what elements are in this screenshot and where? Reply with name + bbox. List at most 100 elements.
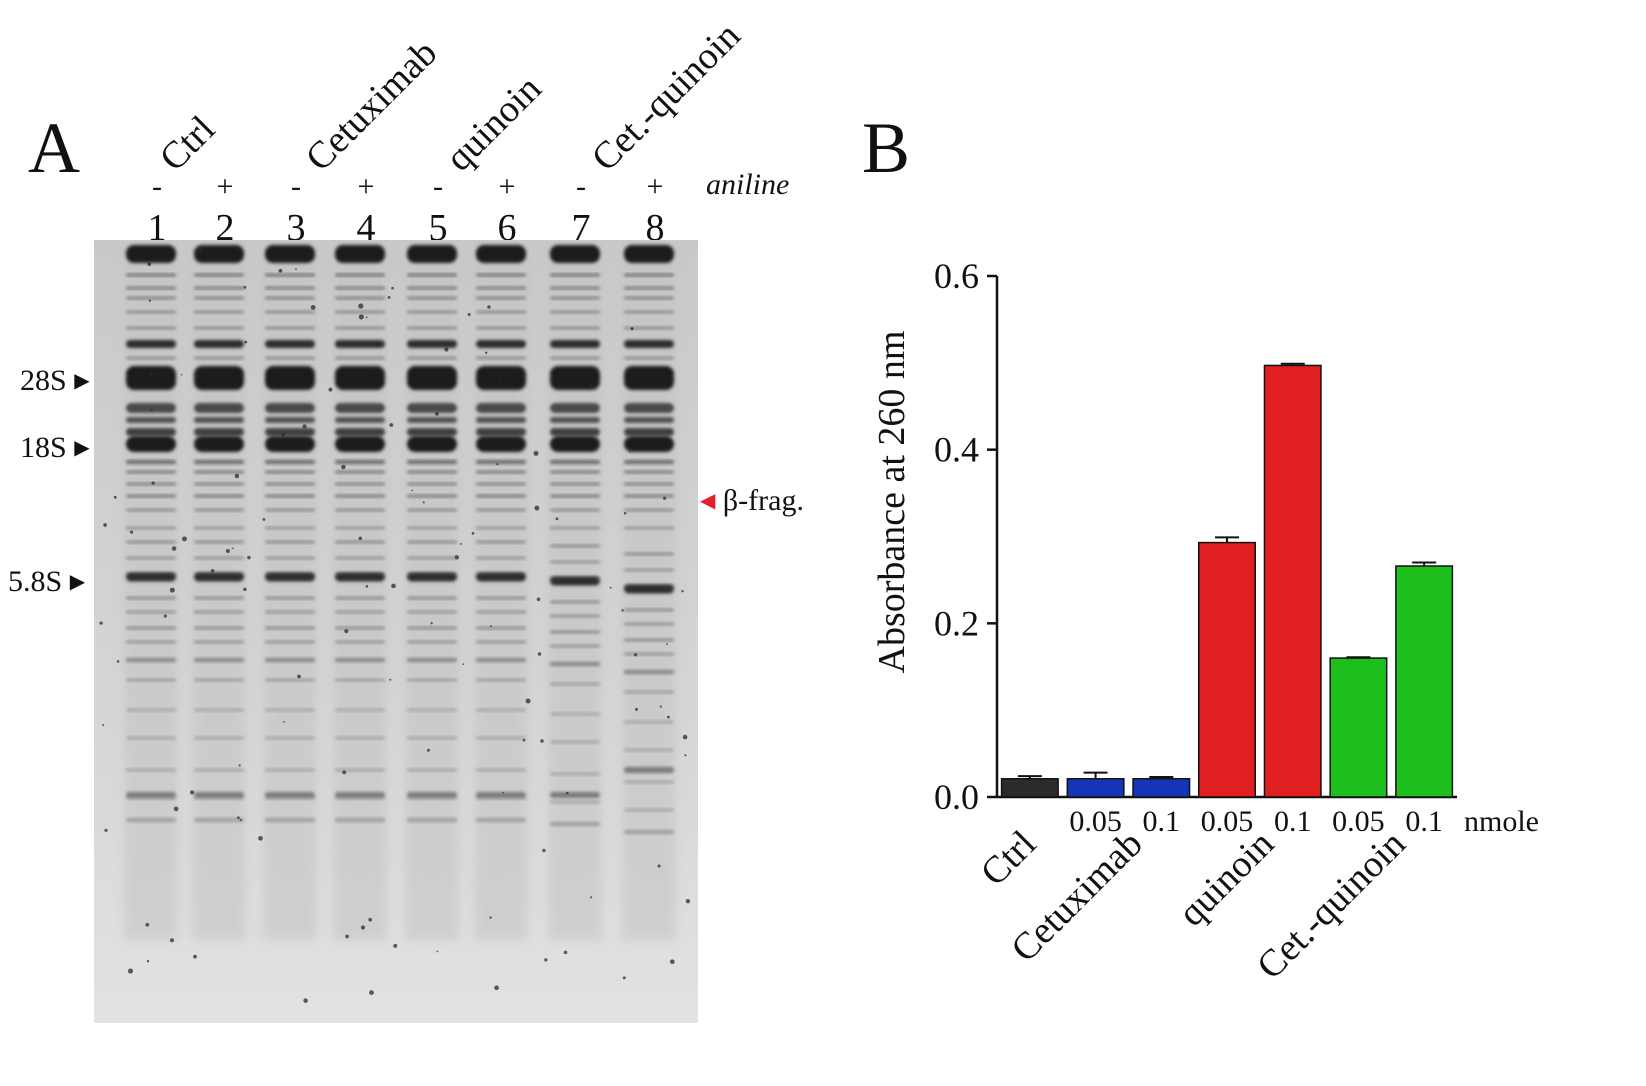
gel-band <box>624 767 674 773</box>
gel-band <box>194 626 244 630</box>
dose-label: 0.1 <box>1274 805 1312 838</box>
gel-band <box>265 640 315 644</box>
gel-band <box>476 494 526 498</box>
gel-band <box>624 622 674 626</box>
gel-band <box>624 720 674 724</box>
gel-lane-5 <box>405 240 459 940</box>
gel-band <box>265 508 315 512</box>
gel-lanes <box>124 240 676 940</box>
gel-lane-1 <box>124 240 178 940</box>
gel-band <box>335 768 385 772</box>
gel-band <box>407 436 457 452</box>
gel-band <box>550 792 600 798</box>
gel-band <box>476 296 526 300</box>
gel-speck <box>659 705 662 708</box>
panel-a-letter: A <box>28 108 80 188</box>
gel-band <box>265 403 315 413</box>
gel-band <box>126 428 176 436</box>
lane-sign-1: - <box>152 170 162 203</box>
gel-band <box>335 736 385 740</box>
gel-band <box>265 273 315 277</box>
gel-speck <box>685 899 691 904</box>
gel-speck <box>630 327 634 331</box>
gel-band <box>194 417 244 423</box>
gel-band <box>265 818 315 822</box>
gel-speck <box>542 848 546 853</box>
gel-band <box>624 584 674 594</box>
gel-lane-4 <box>333 240 387 940</box>
gel-band <box>126 470 176 474</box>
bar-ctrl <box>1000 778 1059 798</box>
gel-band <box>624 245 674 263</box>
gel-band <box>550 310 600 314</box>
gel-band <box>407 356 457 360</box>
bar-cet-quinoin-0.1 <box>1395 565 1454 798</box>
gel-speck <box>372 366 376 371</box>
lane-sign-3: - <box>291 170 301 203</box>
gel-specks <box>99 247 691 1003</box>
gel-band <box>335 356 385 360</box>
gel-band <box>550 600 600 604</box>
gel-band <box>126 366 176 390</box>
gel-band <box>194 640 244 644</box>
marker-5-8s-label: 5.8S <box>8 565 63 598</box>
gel-band <box>624 652 674 656</box>
y-tick-label: 0.6 <box>934 256 979 296</box>
gel-speck <box>358 303 364 309</box>
gel-band <box>335 640 385 644</box>
gel-speck <box>502 791 504 794</box>
group-label-ctrl: Ctrl <box>973 823 1045 895</box>
gel-speck <box>113 495 117 499</box>
lane-sign-8: + <box>646 170 664 203</box>
gel-speck <box>173 806 179 812</box>
gel-band <box>265 626 315 630</box>
gel-band <box>335 818 385 822</box>
gel-speck <box>540 739 544 743</box>
lane-number-7: 7 <box>571 207 591 249</box>
gel-band <box>194 768 244 772</box>
marker-28s-arrow-icon: ▶ <box>74 370 90 392</box>
gel-band <box>335 340 385 348</box>
gel-speck <box>193 954 197 959</box>
gel-speck <box>460 542 462 545</box>
gel-band <box>476 572 526 582</box>
gel-band <box>265 572 315 582</box>
gel-band <box>335 286 385 290</box>
gel-speck <box>145 922 150 927</box>
gel-band <box>265 494 315 498</box>
gel-band <box>624 670 674 674</box>
gel-speck <box>471 532 475 535</box>
lane-number-1: 1 <box>147 207 167 249</box>
gel-band <box>265 356 315 360</box>
gel-speck <box>171 546 177 551</box>
gel-band <box>407 326 457 330</box>
gel-lane-6 <box>474 240 528 940</box>
gel-speck <box>389 423 394 427</box>
gel-band <box>407 286 457 290</box>
lane-sign-6: + <box>498 170 516 203</box>
gel-band <box>265 310 315 314</box>
gel-band <box>265 792 315 798</box>
gel-band <box>624 808 674 812</box>
gel-band <box>194 460 244 464</box>
gel-band <box>126 792 176 798</box>
gel-band <box>335 508 385 512</box>
gel-speck <box>328 387 333 392</box>
gel-band <box>194 540 244 544</box>
gel-speck <box>310 305 316 310</box>
gel-band <box>550 614 600 618</box>
gel-speck <box>621 609 624 612</box>
gel-speck <box>102 724 105 727</box>
gel-speck <box>467 312 471 317</box>
gel-band <box>126 556 176 560</box>
gel-band <box>476 708 526 712</box>
gel-band <box>476 610 526 614</box>
gel-speck <box>358 314 364 320</box>
gel-lane-2 <box>192 240 246 940</box>
gel-band <box>265 658 315 662</box>
gel-band <box>335 245 385 263</box>
gel-speck <box>666 643 668 645</box>
gel-band <box>265 366 315 390</box>
gel-band <box>265 286 315 290</box>
